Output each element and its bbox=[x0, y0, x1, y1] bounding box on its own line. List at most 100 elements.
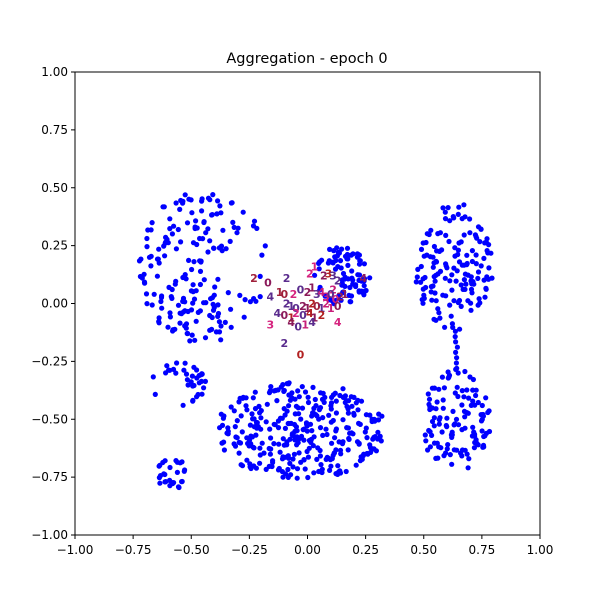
scatter-point bbox=[475, 399, 481, 406]
scatter-point bbox=[437, 315, 443, 321]
digit-label: 0 bbox=[280, 309, 288, 322]
scatter-point bbox=[470, 376, 476, 383]
digit-label: 0 bbox=[299, 309, 307, 322]
scatter-point bbox=[372, 434, 378, 440]
scatter-point bbox=[215, 276, 221, 282]
scatter-point bbox=[181, 367, 187, 373]
scatter-point bbox=[351, 412, 357, 418]
digit-label: 3 bbox=[266, 318, 274, 331]
scatter-point bbox=[203, 230, 209, 236]
scatter-point bbox=[327, 457, 333, 463]
scatter-point bbox=[458, 282, 464, 288]
scatter-point bbox=[433, 259, 440, 265]
scatter-point bbox=[213, 329, 219, 335]
scatter-point bbox=[225, 290, 231, 296]
scatter-point bbox=[143, 291, 150, 297]
scatter-point bbox=[454, 355, 460, 361]
scatter-point bbox=[198, 259, 204, 265]
scatter-point bbox=[158, 294, 165, 301]
scatter-point bbox=[161, 204, 167, 210]
scatter-point bbox=[144, 235, 150, 242]
x-tick-label: 0.00 bbox=[294, 543, 321, 557]
scatter-point bbox=[344, 245, 351, 251]
scatter-point bbox=[244, 457, 250, 463]
scatter-point bbox=[273, 387, 279, 393]
scatter-point bbox=[209, 295, 215, 301]
scatter-point bbox=[479, 402, 485, 409]
scatter-point bbox=[456, 297, 463, 304]
scatter-point bbox=[481, 277, 487, 283]
scatter-point bbox=[316, 260, 322, 266]
x-tick-label: 0.75 bbox=[469, 543, 496, 557]
scatter-point bbox=[231, 224, 237, 230]
scatter-point bbox=[375, 417, 382, 423]
scatter-point bbox=[194, 375, 200, 381]
scatter-point bbox=[160, 459, 166, 466]
scatter-point bbox=[280, 474, 286, 480]
scatter-point bbox=[177, 320, 183, 326]
scatter-point bbox=[431, 316, 437, 322]
scatter-point bbox=[454, 447, 460, 453]
scatter-point bbox=[211, 245, 217, 251]
scatter-point bbox=[445, 442, 451, 448]
scatter-point bbox=[432, 290, 438, 296]
scatter-point bbox=[199, 371, 205, 377]
scatter-point bbox=[454, 384, 460, 390]
scatter-point bbox=[169, 479, 175, 486]
scatter-point bbox=[210, 301, 216, 307]
scatter-point bbox=[194, 225, 200, 231]
scatter-point bbox=[441, 385, 447, 391]
scatter-point bbox=[221, 413, 227, 419]
scatter-point bbox=[348, 293, 355, 299]
scatter-point bbox=[234, 230, 240, 236]
scatter-point bbox=[349, 268, 355, 274]
scatter-point bbox=[362, 429, 368, 435]
scatter-point bbox=[303, 420, 310, 426]
scatter-point bbox=[177, 310, 183, 316]
y-tick-label: 1.00 bbox=[41, 65, 68, 79]
scatter-point bbox=[434, 399, 440, 405]
scatter-point bbox=[259, 252, 265, 258]
scatter-point bbox=[305, 454, 311, 460]
scatter-point bbox=[266, 390, 273, 396]
scatter-point bbox=[185, 382, 191, 388]
scatter-point bbox=[201, 277, 207, 283]
scatter-point bbox=[279, 456, 286, 462]
scatter-point bbox=[339, 280, 345, 286]
scatter-point bbox=[154, 273, 160, 279]
scatter-point bbox=[152, 391, 158, 397]
scatter-point bbox=[169, 295, 175, 301]
scatter-point bbox=[345, 410, 351, 416]
scatter-point bbox=[214, 211, 220, 217]
scatter-point bbox=[367, 412, 373, 418]
scatter-point bbox=[354, 439, 361, 445]
scatter-point bbox=[472, 232, 478, 238]
scatter-point bbox=[347, 284, 353, 291]
scatter-point bbox=[429, 297, 435, 303]
scatter-point bbox=[469, 248, 475, 254]
scatter-point bbox=[251, 416, 257, 422]
scatter-point bbox=[217, 203, 223, 209]
scatter-point bbox=[475, 269, 482, 275]
digit-label: 2 bbox=[299, 300, 307, 313]
scatter-point bbox=[312, 272, 318, 278]
scatter-point bbox=[415, 266, 421, 272]
scatter-point bbox=[424, 252, 430, 258]
scatter-point bbox=[459, 402, 465, 408]
scatter-point bbox=[251, 296, 257, 302]
scatter-point bbox=[462, 425, 468, 431]
scatter-point bbox=[309, 428, 315, 434]
scatter-point bbox=[191, 296, 198, 302]
scatter-point bbox=[285, 453, 291, 459]
scatter-point bbox=[349, 403, 355, 409]
scatter-point bbox=[446, 238, 452, 245]
scatter-point bbox=[466, 456, 472, 462]
scatter-point bbox=[311, 434, 317, 440]
scatter-point bbox=[149, 220, 155, 226]
scatter-point bbox=[207, 312, 213, 319]
scatter-point bbox=[142, 280, 148, 286]
scatter-point bbox=[329, 440, 335, 446]
scatter-point bbox=[419, 297, 425, 303]
y-axis: 1.00 0.75 0.50 0.25 0.00 −0.25 −0.50 −0.75 −1.00 bbox=[31, 65, 75, 542]
